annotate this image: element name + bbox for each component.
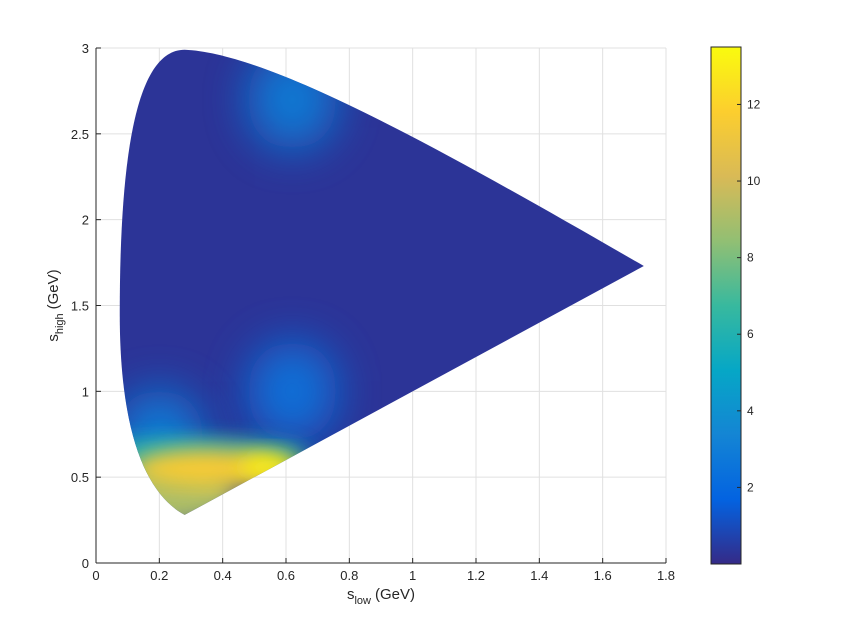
x-tick-label: 1.2 [467,568,485,583]
heat-blob [131,448,282,489]
x-axis-label-unit: (GeV) [375,586,415,603]
x-tick-label: 0.4 [214,568,232,583]
y-axis-label-unit: (GeV) [45,269,62,309]
x-tick-label: 1 [409,568,416,583]
y-tick-label: 3 [82,41,89,56]
x-tick-label: 0.6 [277,568,295,583]
x-tick-labels: 0 0.2 0.4 0.6 0.8 1 1.2 1.4 1.6 1.8 [92,568,675,583]
x-tick-label: 0.2 [150,568,168,583]
y-axis-label-main: s [45,334,62,342]
colorbar-tick-label: 8 [747,251,754,265]
x-axis-label: slow (GeV) [347,586,415,607]
colorbar-tick-label: 4 [747,404,754,418]
colorbar: 2 4 6 8 10 12 [710,46,761,565]
x-axis-label-sub: low [354,595,371,607]
axes [95,47,667,564]
y-tick-label: 0 [82,556,89,571]
colorbar-tick-label: 12 [747,97,761,111]
heat-blob [247,49,338,150]
colorbar-tick-label: 2 [747,480,754,494]
y-tick-label: 2.5 [71,127,89,142]
y-tick-labels: 0 0.5 1 1.5 2 2.5 3 [71,41,89,571]
y-tick-label: 2 [82,213,89,228]
y-tick-label: 0.5 [71,470,89,485]
y-axis-label-sub: high [54,313,66,334]
heat-blob [247,341,338,442]
y-tick-label: 1.5 [71,299,89,314]
colorbar-tick-label: 6 [747,327,754,341]
y-axis-label: shigh (GeV) [45,269,66,341]
y-tick-label: 1 [82,384,89,399]
colorbar-gradient [710,46,742,565]
x-tick-label: 1.4 [530,568,548,583]
x-tick-label: 0 [92,568,99,583]
x-tick-label: 0.8 [340,568,358,583]
colorbar-tick-label: 10 [747,174,761,188]
x-tick-label: 1.6 [594,568,612,583]
x-axis-label-main: s [347,586,355,603]
x-tick-label: 1.8 [657,568,675,583]
